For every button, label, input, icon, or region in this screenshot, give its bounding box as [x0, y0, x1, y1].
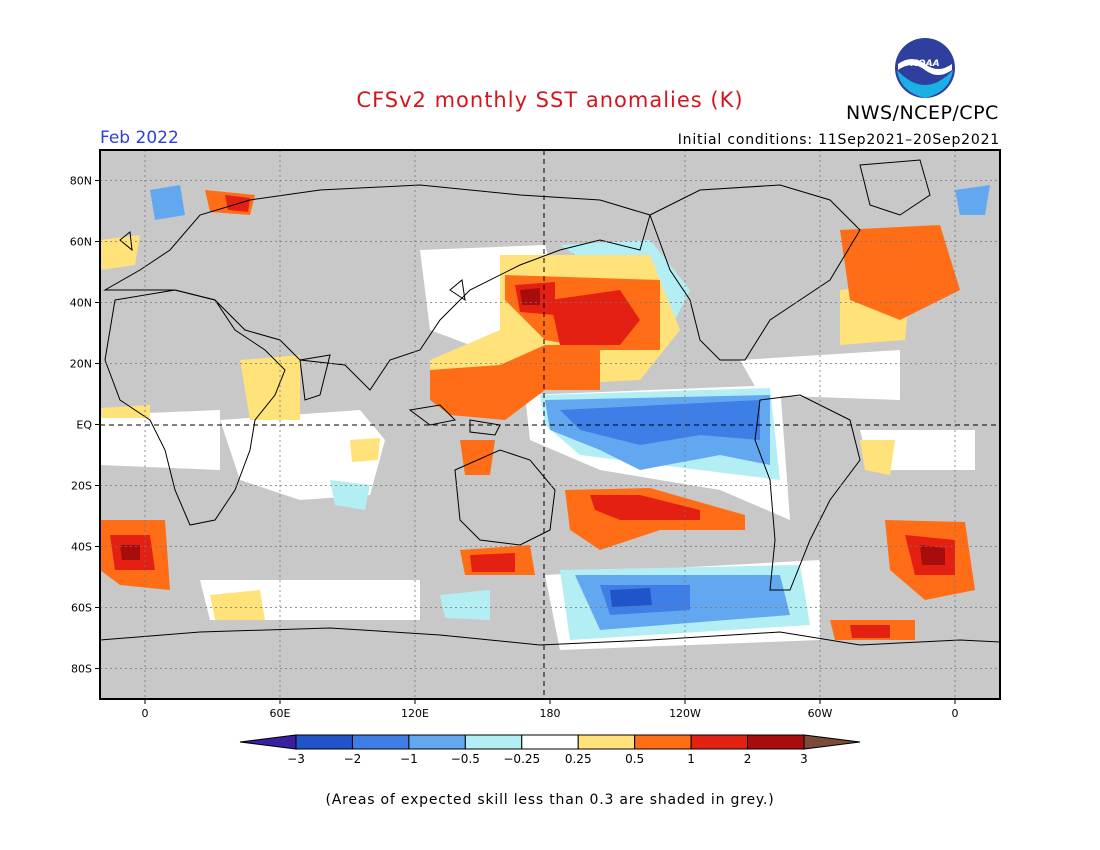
noaa-logo-text: NOAA — [910, 59, 939, 69]
colorbar-label: 2 — [744, 752, 752, 766]
warm-very-strong-regions — [120, 288, 945, 565]
lon-tick-label: 60W — [808, 707, 833, 720]
lat-tick-label: 80N — [70, 175, 92, 188]
latitude-ticks: 80N 60N 40N 20N EQ 20S 40S 60S 80S — [70, 175, 100, 676]
lat-tick-label: 40N — [70, 297, 92, 310]
colorbar-label: −3 — [287, 752, 305, 766]
colorbar-segment — [351, 734, 410, 750]
initial-conditions: Initial conditions: 11Sep2021–20Sep2021 — [677, 132, 1000, 148]
cool-very-strong-regions — [610, 588, 652, 607]
colorbar: −3 −2 −1 −0.5 −0.25 0.25 0.5 1 2 3 — [239, 734, 861, 766]
lat-tick-label: EQ — [76, 419, 92, 432]
colorbar-min-arrow — [239, 734, 297, 750]
longitude-ticks: 0 60E 120E 180 120W 60W 0 — [142, 699, 959, 720]
noaa-logo-icon: NOAA — [895, 38, 955, 98]
colorbar-segment — [295, 734, 353, 750]
colorbar-label: 0.25 — [565, 752, 592, 766]
map-gridlines — [100, 150, 1000, 699]
colorbar-label: −2 — [344, 752, 362, 766]
lon-tick-label: 180 — [540, 707, 561, 720]
forecast-month: Feb 2022 — [100, 128, 179, 148]
lon-tick-label: 0 — [142, 707, 149, 720]
lat-tick-label: 60N — [70, 236, 92, 249]
skill-note: (Areas of expected skill less than 0.3 a… — [325, 792, 775, 808]
lat-tick-label: 20N — [70, 358, 92, 371]
sst-anomaly-map: NOAA — [70, 38, 1001, 766]
colorbar-label: −0.5 — [451, 752, 480, 766]
lon-tick-label: 0 — [952, 707, 959, 720]
lon-tick-label: 60E — [270, 707, 291, 720]
colorbar-segment — [408, 734, 466, 750]
lat-tick-label: 60S — [71, 602, 92, 615]
colorbar-label: 3 — [800, 752, 808, 766]
lon-tick-label: 120W — [669, 707, 701, 720]
colorbar-segment — [577, 734, 636, 750]
lon-tick-label: 120E — [401, 707, 429, 720]
lat-tick-label: 80S — [71, 663, 92, 676]
colorbar-label: 1 — [687, 752, 695, 766]
colorbar-label: −1 — [400, 752, 418, 766]
colorbar-segment — [747, 734, 805, 750]
colorbar-label: 0.5 — [625, 752, 644, 766]
lat-tick-label: 20S — [71, 480, 92, 493]
colorbar-label: −0.25 — [503, 752, 540, 766]
colorbar-segment — [521, 734, 579, 750]
colorbar-segment — [464, 734, 523, 750]
chart-title: CFSv2 monthly SST anomalies (K) — [356, 88, 744, 112]
lat-tick-label: 40S — [71, 541, 92, 554]
colorbar-max-arrow — [803, 734, 861, 750]
colorbar-segment — [634, 734, 692, 750]
agency-label: NWS/NCEP/CPC — [846, 102, 999, 124]
colorbar-segment — [690, 734, 749, 750]
